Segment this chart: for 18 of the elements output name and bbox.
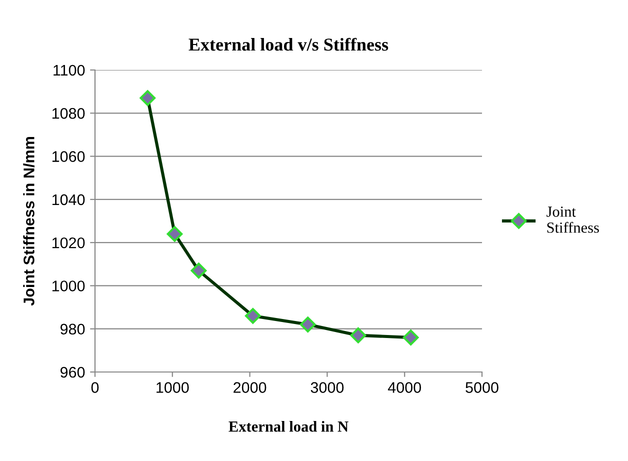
- y-tick-label: 960: [60, 366, 85, 378]
- y-tick-label: 1020: [52, 237, 85, 248]
- y-tick-label: 1080: [52, 108, 85, 119]
- y-tick-label: 980: [60, 324, 85, 335]
- x-axis-title: External load in N: [228, 420, 348, 432]
- x-tick-label: 1000: [156, 382, 189, 393]
- y-tick-label: 1040: [52, 194, 85, 206]
- y-tick-label: 1100: [54, 64, 85, 76]
- x-tick-label: 2000: [234, 382, 266, 393]
- chart-title: External load v/s Stiffness: [188, 38, 388, 51]
- x-tick-label: 4000: [388, 382, 421, 393]
- y-axis-title: Joint Stiffness in N/mm: [23, 137, 35, 306]
- x-tick-label: 3000: [310, 382, 344, 393]
- x-tick-label: 5000: [466, 382, 498, 393]
- y-tick-label: 1060: [52, 151, 85, 162]
- legend-label: Joint Stiffness: [546, 206, 599, 233]
- x-tick-label: 0: [91, 382, 99, 393]
- y-tick-label: 1000: [52, 280, 85, 292]
